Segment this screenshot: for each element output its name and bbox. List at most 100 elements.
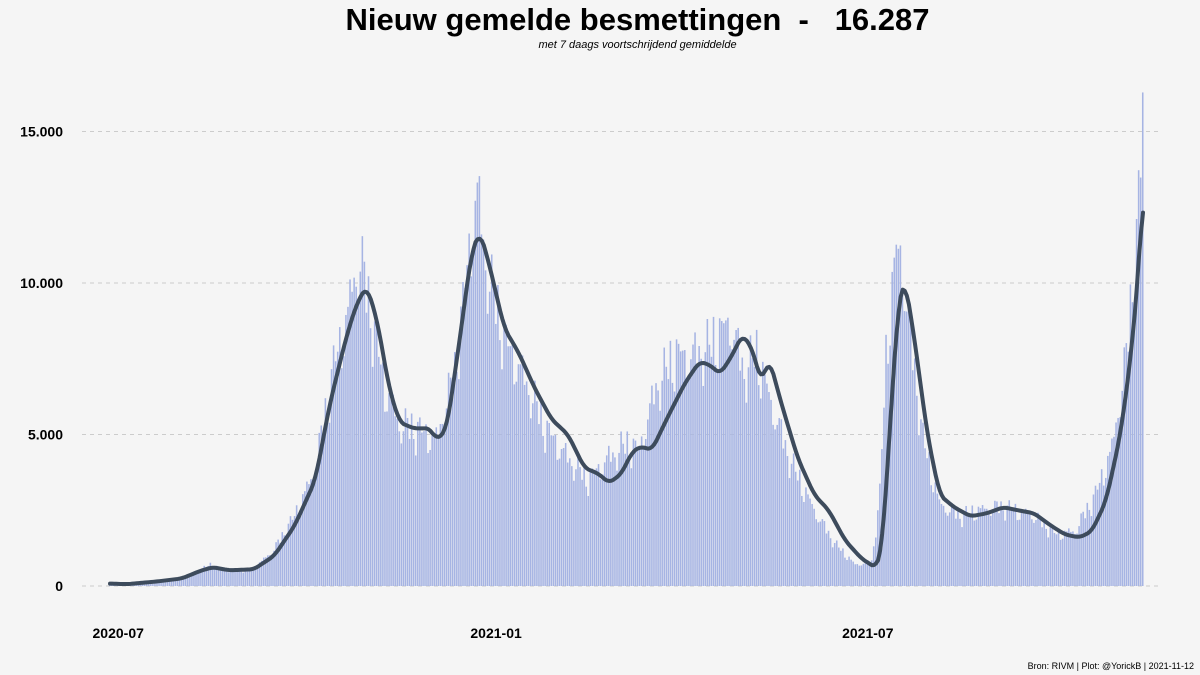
bar	[969, 513, 972, 586]
bar	[704, 352, 707, 586]
bar	[1070, 531, 1072, 586]
bar	[975, 519, 978, 586]
bar	[180, 577, 183, 586]
bar	[794, 471, 797, 586]
bar	[439, 424, 442, 586]
bar	[628, 459, 631, 586]
bar	[856, 564, 859, 586]
bar	[776, 424, 778, 586]
bar	[858, 565, 861, 586]
bar	[934, 482, 937, 586]
bar	[879, 483, 881, 586]
bar	[718, 318, 721, 586]
bar	[698, 346, 700, 586]
bar	[1078, 526, 1080, 586]
bar	[226, 571, 228, 586]
bar	[835, 540, 838, 586]
bar	[468, 233, 470, 586]
bar	[1076, 533, 1078, 586]
line-series	[108, 210, 1145, 587]
bar	[852, 561, 854, 586]
bar	[575, 469, 577, 586]
bar	[1098, 482, 1101, 586]
bar	[351, 291, 353, 586]
bar	[759, 398, 762, 586]
bar	[751, 358, 754, 586]
bar	[449, 377, 452, 586]
bar	[647, 419, 649, 586]
bar	[258, 562, 261, 586]
bar	[410, 413, 413, 586]
bar	[404, 408, 407, 586]
y-tick-label: 0	[55, 578, 63, 594]
bar	[382, 362, 384, 586]
bar	[566, 462, 569, 586]
bar	[285, 538, 288, 586]
bar	[254, 569, 257, 586]
bar	[899, 245, 902, 586]
bar	[349, 279, 351, 586]
bar	[1031, 519, 1033, 586]
bar	[1105, 477, 1107, 586]
bar	[626, 431, 629, 586]
bar	[649, 403, 651, 586]
bar	[554, 434, 557, 586]
bar	[1072, 531, 1074, 586]
bar	[217, 566, 220, 586]
bar	[419, 417, 421, 586]
bar	[421, 432, 423, 586]
bar	[182, 577, 185, 586]
bar	[842, 548, 844, 586]
bar	[141, 583, 144, 586]
bar	[431, 434, 433, 586]
bar	[1107, 455, 1109, 586]
bar	[944, 512, 947, 586]
bar	[529, 418, 532, 586]
bar	[686, 379, 688, 586]
bar	[692, 344, 694, 586]
bar	[527, 395, 530, 586]
bar	[854, 564, 857, 586]
bar	[850, 559, 852, 586]
bar	[215, 565, 218, 586]
y-axis: 0 5.000 10.000 15.000	[20, 123, 63, 594]
bar	[1037, 512, 1039, 586]
bar	[164, 581, 166, 586]
bar	[162, 581, 164, 586]
bar	[1068, 528, 1070, 586]
bar	[819, 521, 822, 586]
bar	[702, 385, 705, 586]
bar	[433, 435, 435, 586]
bar	[509, 346, 511, 586]
bar	[277, 539, 279, 586]
bar	[312, 480, 314, 586]
bar	[1033, 522, 1035, 586]
bar-series	[108, 92, 1144, 587]
bar	[681, 350, 684, 586]
bar	[774, 429, 776, 586]
bar	[696, 365, 698, 586]
bar	[291, 519, 294, 586]
bar	[965, 505, 967, 586]
bar	[456, 371, 458, 586]
bar	[1123, 347, 1126, 586]
bar	[772, 424, 774, 586]
bar	[564, 443, 567, 586]
bar	[464, 287, 466, 586]
bar	[260, 560, 263, 586]
bar	[230, 571, 232, 586]
bar	[139, 583, 142, 586]
bar	[622, 443, 624, 586]
bar	[189, 574, 191, 586]
bar	[417, 421, 419, 586]
bar	[390, 399, 392, 586]
bar	[753, 366, 756, 586]
bar	[983, 508, 986, 586]
bar	[673, 391, 676, 586]
bar	[191, 573, 193, 586]
bar	[562, 448, 565, 586]
bar	[591, 468, 594, 586]
bar	[749, 335, 752, 586]
bar	[281, 532, 284, 586]
bar	[714, 365, 717, 586]
